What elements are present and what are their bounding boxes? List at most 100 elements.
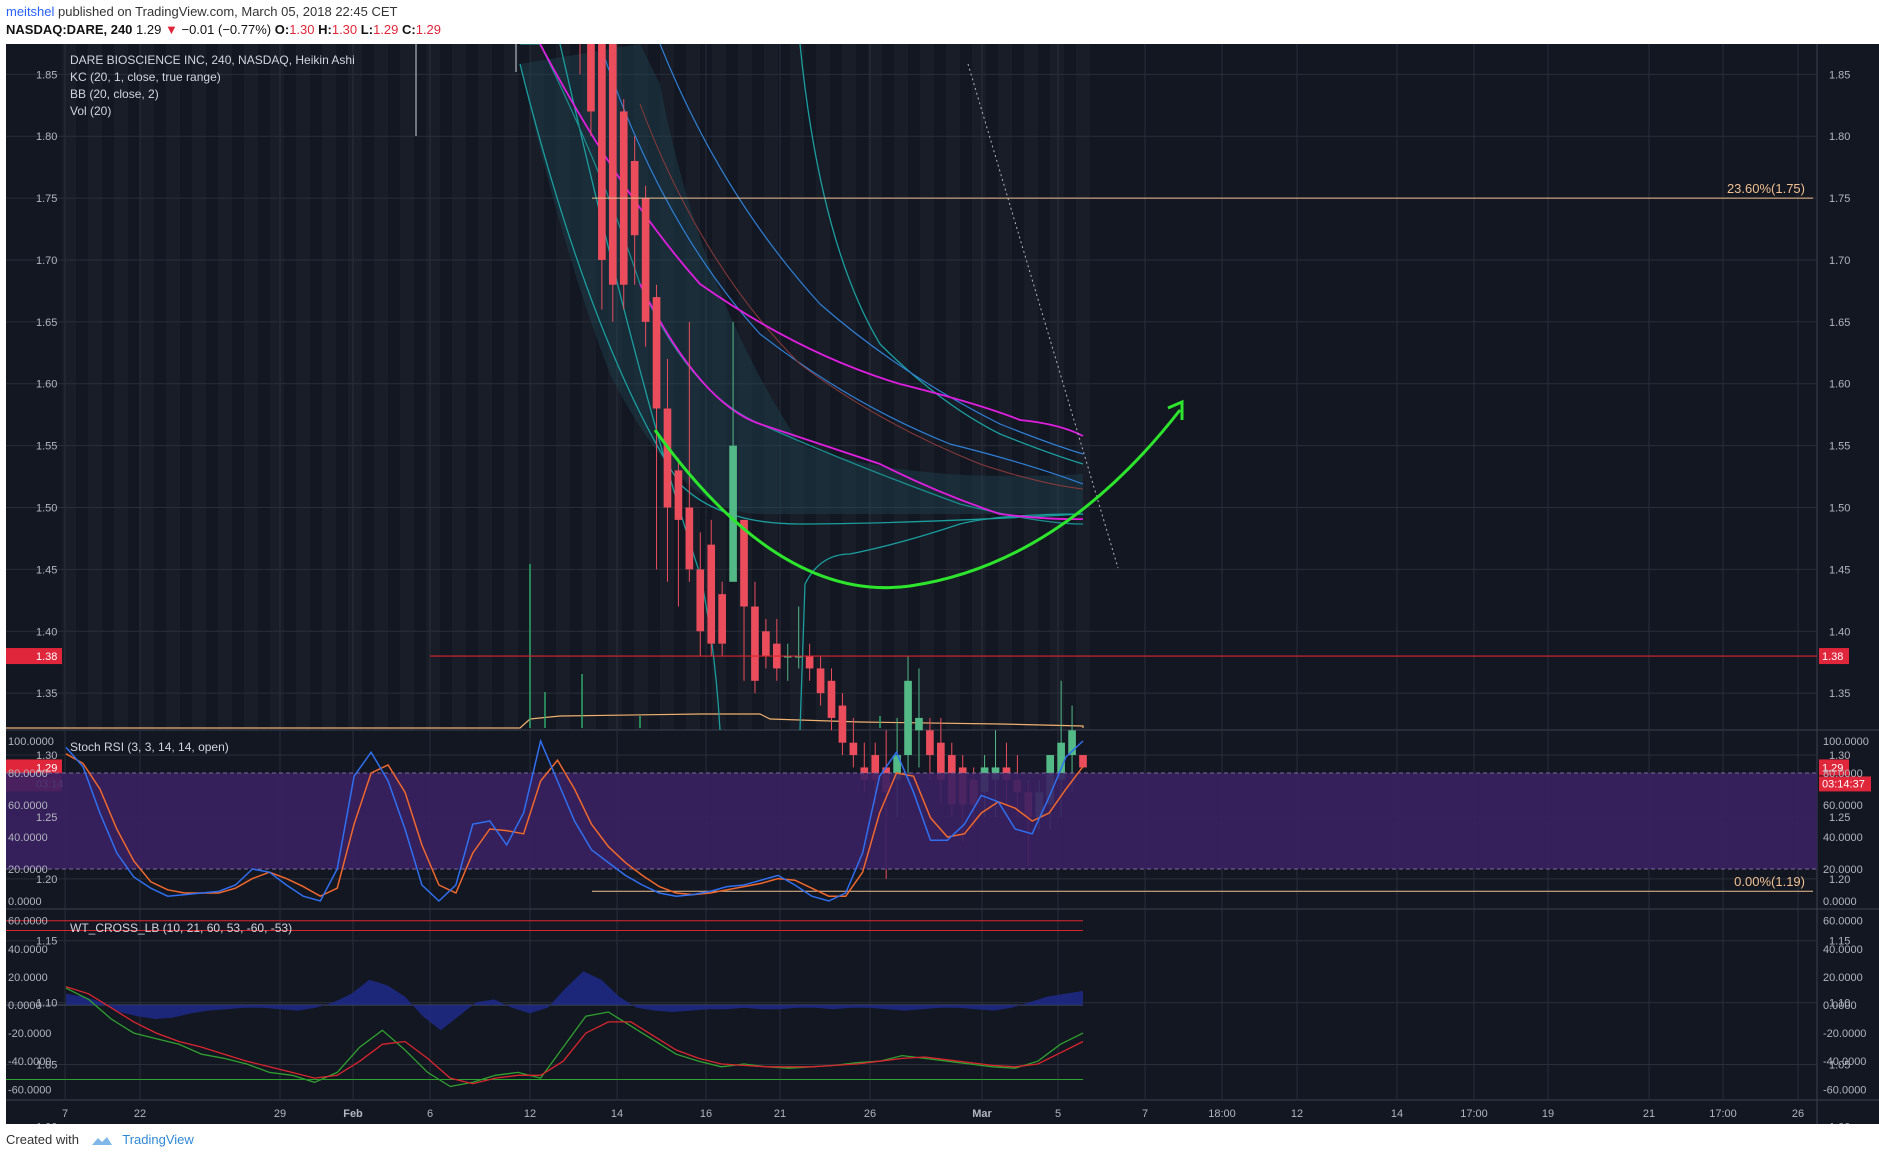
legend-kc: KC (20, 1, close, true range) [70, 70, 221, 84]
wt-tick-right: 40.0000 [1823, 944, 1863, 956]
chart-area[interactable]: 1.381.381.2903:14:371.2903:1423.60%(1.75… [0, 44, 1879, 1124]
hline-price-label: 1.38 [1822, 651, 1843, 663]
hline-price-label-left: 1.38 [36, 651, 57, 663]
candle-body [608, 44, 617, 285]
wt-tick-left: 0.0000 [8, 1000, 42, 1012]
legend-wt: WT_CROSS_LB (10, 21, 60, 53, -60, -53) [70, 921, 292, 935]
low-value: 1.29 [373, 22, 399, 37]
time-tick: 19 [1542, 1108, 1554, 1120]
kc-upper [659, 44, 1084, 455]
price-tick-right: 1.85 [1829, 69, 1850, 81]
price-tick-left: 1.50 [36, 503, 57, 515]
wt-tick-left: -40.0000 [8, 1056, 51, 1068]
candle-body [915, 717, 923, 731]
cup-arrow-curve [653, 409, 1182, 590]
candle-body [762, 631, 770, 657]
candle-body [718, 594, 726, 644]
price-tick-right: 1.60 [1829, 379, 1850, 391]
down-arrow-icon: ▼ [164, 22, 178, 37]
time-tick: 17:00 [1460, 1108, 1488, 1120]
footer-line: Created with TradingView [6, 1132, 194, 1147]
legend-vol: Vol (20) [70, 104, 111, 118]
stoch-tick-right: 20.0000 [1823, 864, 1863, 876]
price-tick-right: 1.10 [1829, 998, 1850, 1010]
price-tick-right: 1.20 [1829, 874, 1850, 886]
candle-body [904, 680, 912, 756]
candle-body [685, 507, 694, 570]
stoch-tick-right: 100.0000 [1823, 736, 1869, 748]
time-tick: 18:00 [1208, 1108, 1236, 1120]
time-tick: 5 [1055, 1108, 1061, 1120]
stoch-tick-left: 20.0000 [8, 864, 48, 876]
drawings: 1.381.381.2903:14:371.2903:1423.60%(1.75… [6, 63, 1871, 892]
wt-tick-right: -20.0000 [1823, 1028, 1866, 1040]
time-tick: 12 [524, 1108, 536, 1120]
price-tick-right: 1.05 [1829, 1059, 1850, 1071]
price-tick-left: 1.40 [36, 626, 57, 638]
candle-body [641, 198, 650, 322]
time-tick: 26 [1792, 1108, 1804, 1120]
candle-body [729, 445, 737, 582]
chart-header: meitshel published on TradingView.com, M… [0, 0, 1879, 44]
open-label: O: [274, 22, 290, 37]
hline-price-badge [1819, 648, 1849, 665]
candle-body [827, 680, 836, 718]
price-tick-left: 1.55 [36, 441, 57, 453]
chart-footer: Created with TradingView [0, 1124, 1879, 1156]
price-scale-background [1817, 44, 1879, 1124]
price-tick-left: 1.45 [36, 564, 57, 576]
time-tick: 22 [134, 1108, 146, 1120]
price-tick-left: 1.60 [36, 379, 57, 391]
wt-tick-right: 60.0000 [1823, 916, 1863, 928]
candle-body [740, 519, 748, 607]
stoch-rsi-pane [6, 738, 1817, 903]
time-tick: 12 [1291, 1108, 1303, 1120]
stoch-tick-right: 40.0000 [1823, 832, 1863, 844]
legend-title: DARE BIOSCIENCE INC, 240, NASDAQ, Heikin… [70, 53, 355, 67]
wt-tick-left: 60.0000 [8, 916, 48, 928]
stoch-d-line [65, 753, 1084, 898]
created-with-text: Created with [6, 1132, 79, 1147]
tradingview-link[interactable]: TradingView [122, 1132, 194, 1147]
countdown-label: 03:14:37 [1822, 778, 1865, 790]
current-price-label: 1.29 [1822, 762, 1843, 774]
price-tick-left: 1.20 [36, 874, 57, 886]
time-tick: 21 [774, 1108, 786, 1120]
price-tick-right: 1.70 [1829, 255, 1850, 267]
price-tick-right: 1.40 [1829, 626, 1850, 638]
price-tick-right: 1.55 [1829, 441, 1850, 453]
time-tick: 17:00 [1709, 1108, 1737, 1120]
wt-tick-left: -60.0000 [8, 1084, 51, 1096]
price-tick-left: 1.05 [36, 1059, 57, 1071]
price-tick-left: 1.35 [36, 688, 57, 700]
publish-line: meitshel published on TradingView.com, M… [6, 4, 397, 19]
price-tick-left: 1.75 [36, 193, 57, 205]
wt-tick-left: 40.0000 [8, 944, 48, 956]
time-tick: 7 [62, 1108, 68, 1120]
stoch-tick-left: 40.0000 [8, 832, 48, 844]
fib-level-label: 0.00%(1.19) [1734, 874, 1805, 889]
kc-middle [599, 44, 1084, 485]
candle-body [805, 656, 814, 669]
session-shading [62, 44, 1090, 730]
author-link[interactable]: meitshel [6, 4, 55, 19]
price-tick-left: 1.65 [36, 317, 57, 329]
price-tick-left: 1.85 [36, 69, 57, 81]
candle-body [674, 470, 683, 520]
price-tick-right: 1.30 [1829, 750, 1850, 762]
candle-body [849, 742, 858, 756]
hline-price-badge-left [6, 648, 62, 665]
candle-body [652, 297, 661, 409]
tradingview-logo-icon [91, 1136, 112, 1145]
candle-body [816, 668, 825, 694]
wt2-line [65, 986, 1084, 1085]
volume-ma-line [6, 713, 1084, 729]
fib-level-label: 23.60%(1.75) [1727, 181, 1805, 196]
time-tick: Feb [343, 1108, 363, 1120]
ma-magenta-lower [639, 283, 1084, 521]
candle-body [587, 44, 595, 112]
axes: 1.85 1.85 1.80 1.80 1.75 1.75 1.70 1.70 1.65 1.65… [8, 69, 1869, 1124]
wt-tick-right: 20.0000 [1823, 972, 1863, 984]
stoch-tick-left: 0.0000 [8, 896, 42, 908]
current-price-label-left: 1.29 [36, 762, 57, 774]
